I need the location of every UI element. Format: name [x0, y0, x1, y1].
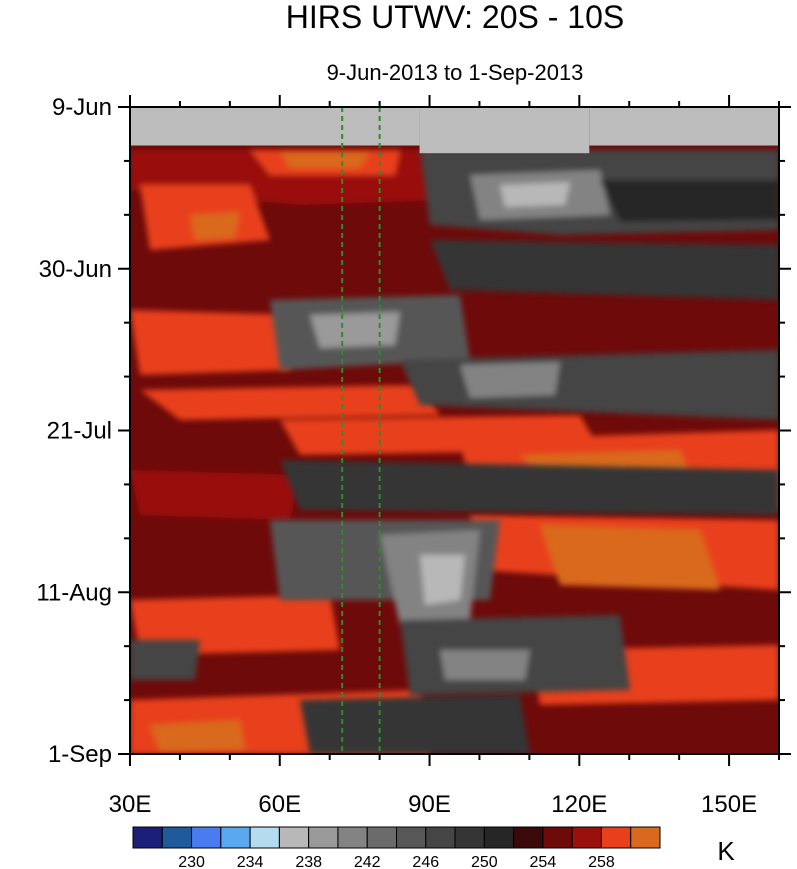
- missing-data: [130, 107, 779, 154]
- colorbar-swatch: [454, 826, 485, 849]
- colorbar-label: 234: [237, 854, 264, 869]
- colorbar-swatch: [132, 826, 163, 849]
- colorbar-swatch: [396, 826, 427, 849]
- colorbar-swatch: [191, 826, 222, 849]
- x-tick-label: 60E: [258, 791, 301, 818]
- plot-area: [130, 107, 779, 754]
- missing-data-block: [589, 107, 779, 146]
- colorbar-swatch: [513, 826, 544, 849]
- y-tick-label: 9-Jun: [52, 94, 112, 121]
- colorbar-swatch: [249, 826, 280, 849]
- colorbar-label: 258: [588, 854, 615, 869]
- field-dry-patches: [130, 150, 779, 754]
- x-tick-label: 30E: [109, 791, 152, 818]
- colorbar-swatch: [425, 826, 456, 849]
- colorbar-label: 230: [178, 854, 205, 869]
- colorbar-swatch: [278, 826, 310, 849]
- colorbar-swatch: [483, 826, 515, 849]
- colorbar-swatch: [600, 826, 632, 849]
- x-tick-label: 90E: [408, 791, 451, 818]
- x-tick-label: 150E: [701, 791, 757, 818]
- x-tick-label: 120E: [551, 791, 607, 818]
- colorbar-label: 238: [295, 854, 322, 869]
- colorbar-swatch: [366, 826, 398, 849]
- missing-data-block: [130, 107, 420, 146]
- y-tick-label: 30-Jun: [39, 256, 112, 283]
- colorbar-label: 242: [354, 854, 381, 869]
- y-tick-label: 11-Aug: [36, 579, 112, 606]
- colorbar-label: 246: [412, 854, 439, 869]
- colorbar-swatch: [308, 826, 339, 849]
- colorbar-unit: K: [717, 836, 735, 866]
- colorbar-swatch: [161, 826, 193, 849]
- missing-data-block: [419, 107, 590, 154]
- colorbar-swatch: [220, 826, 251, 849]
- colorbar: 230 234 238 242 246 250 254 258: [132, 826, 661, 869]
- y-tick-label: 1-Sep: [48, 741, 112, 768]
- colorbar-swatch: [630, 826, 661, 849]
- y-axis: 9-Jun 30-Jun 21-Jul 11-Aug 1-Sep: [36, 94, 791, 768]
- colorbar-label: 254: [530, 854, 557, 869]
- colorbar-swatch: [571, 826, 602, 849]
- colorbar-swatch: [542, 826, 573, 849]
- y-tick-label: 21-Jul: [47, 418, 112, 445]
- colorbar-swatch: [337, 826, 368, 849]
- chart-title: HIRS UTWV: 20S - 10S: [286, 0, 624, 35]
- colorbar-label: 250: [471, 854, 498, 869]
- chart-subtitle: 9-Jun-2013 to 1-Sep-2013: [327, 60, 584, 85]
- x-axis: 30E 60E 90E 120E 150E: [109, 95, 780, 818]
